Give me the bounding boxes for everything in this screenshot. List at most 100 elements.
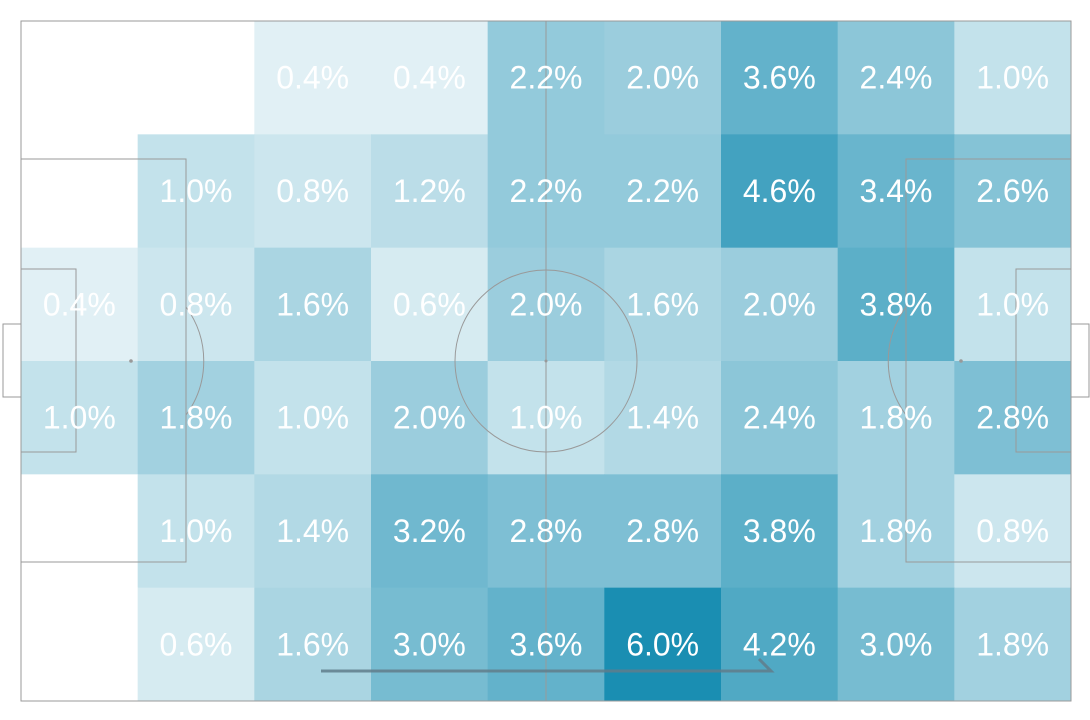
heatmap-cell-label: 1.6%: [626, 286, 699, 322]
heatmap-cell: [371, 361, 489, 475]
heatmap-cell-label: 2.0%: [743, 286, 816, 322]
heatmap-cell-label: 1.4%: [276, 513, 349, 549]
heatmap-cell: [21, 247, 139, 362]
heatmap-cell: [371, 587, 489, 702]
heatmap-cell-label: 2.8%: [510, 513, 583, 549]
heatmap-cell: [371, 21, 489, 135]
heatmap-cell-label: 1.8%: [860, 513, 933, 549]
right-penalty-spot: [959, 359, 963, 363]
heatmap-cell: [954, 21, 1072, 135]
heatmap-cell: [604, 361, 722, 475]
heatmap-cell-label: 1.0%: [976, 286, 1049, 322]
heatmap-cell: [954, 587, 1072, 702]
heatmap-cell-label: 2.0%: [626, 60, 699, 96]
heatmap-cell: [837, 587, 955, 702]
heatmap-cell: [837, 21, 955, 135]
heatmap-cell-label: 0.8%: [976, 513, 1049, 549]
heatmap-cell-label: 1.2%: [393, 173, 466, 209]
heatmap-cell-label: 1.0%: [276, 400, 349, 436]
left-goal: [2, 323, 22, 398]
heatmap-cell-label: 1.8%: [160, 400, 233, 436]
heatmap-cell: [721, 21, 839, 135]
heatmap-cell: [954, 361, 1072, 475]
heatmap-cell: [604, 587, 722, 702]
attack-direction-arrow: [321, 657, 775, 673]
heatmap-cell: [371, 474, 489, 589]
heatmap-cell-label: 0.4%: [393, 60, 466, 96]
heatmap-cell-label: 3.8%: [860, 286, 933, 322]
heatmap-cell: [254, 474, 372, 589]
heatmap-cell: [254, 361, 372, 475]
heatmap-cell-label: 2.8%: [976, 400, 1049, 436]
heatmap-cell-label: 0.6%: [160, 626, 233, 662]
heatmap-cell: [837, 134, 955, 249]
heatmap-cell: [254, 21, 372, 135]
heatmap-cell-label: 3.2%: [393, 513, 466, 549]
heatmap-cell: [954, 134, 1072, 249]
heatmap-cell-label: 1.6%: [276, 286, 349, 322]
heatmap-cell-label: 2.2%: [510, 60, 583, 96]
heatmap-labels: 0.4% 0.4% 2.2% 2.0% 3.6% 2.4% 1.0% 1.0% 0.8% 1.2%…: [43, 60, 1049, 663]
heatmap-cell-label: 2.4%: [743, 400, 816, 436]
heatmap-cell-label: 2.6%: [976, 173, 1049, 209]
heatmap-cell: [604, 21, 722, 135]
heatmap-cell-label: 3.0%: [393, 626, 466, 662]
heatmap-cell-label: 0.4%: [276, 60, 349, 96]
heatmap-cell-label: 2.2%: [626, 173, 699, 209]
heatmap-cell-label: 0.8%: [160, 286, 233, 322]
heatmap-cell: [21, 474, 139, 589]
heatmap-cell: [137, 361, 255, 475]
heatmap-cell-label: 1.0%: [976, 60, 1049, 96]
centre-circle: [454, 269, 638, 453]
heatmap-cell: [21, 361, 139, 475]
pitch-lines: [2, 20, 1090, 702]
heatmap-cell: [254, 587, 372, 702]
centre-spot: [544, 359, 548, 363]
heatmap-cell: [721, 134, 839, 249]
heatmap-cell-label: 0.4%: [43, 286, 116, 322]
heatmap-cell: [137, 474, 255, 589]
heatmap-cell-label: 1.8%: [860, 400, 933, 436]
heatmap-cell-label: 1.0%: [510, 400, 583, 436]
heatmap-cell: [721, 361, 839, 475]
heatmap-cell-label: 3.4%: [860, 173, 933, 209]
heatmap-cell: [954, 474, 1072, 589]
heatmap-cell: [137, 134, 255, 249]
heatmap-cell: [604, 134, 722, 249]
heatmap-cell: [137, 247, 255, 362]
heatmap-cell: [721, 247, 839, 362]
left-penalty-arc: [185, 306, 205, 416]
heatmap-cell-label: 3.6%: [743, 60, 816, 96]
heatmap-cell-label: 1.0%: [160, 513, 233, 549]
heatmap-cell-label: 0.8%: [276, 173, 349, 209]
heatmap-cell-label: 6.0%: [626, 626, 699, 662]
heatmap-cell-label: 1.8%: [976, 626, 1049, 662]
heatmap-cell-label: 3.0%: [860, 626, 933, 662]
right-penalty-arc: [887, 306, 907, 416]
heatmap-cell-label: 2.8%: [626, 513, 699, 549]
heatmap-cell: [254, 134, 372, 249]
heatmap-cell-label: 2.2%: [510, 173, 583, 209]
heatmap-cell: [137, 21, 255, 135]
heatmap-cell-label: 2.0%: [393, 400, 466, 436]
heatmap-cell-label: 1.4%: [626, 400, 699, 436]
heatmap-cell: [837, 361, 955, 475]
heatmap-cell: [721, 474, 839, 589]
heatmap-cell: [371, 134, 489, 249]
heatmap-cell: [721, 587, 839, 702]
heatmap-cell-label: 1.6%: [276, 626, 349, 662]
heatmap-cell-label: 1.0%: [160, 173, 233, 209]
heatmap-cell-label: 0.6%: [393, 286, 466, 322]
heatmap-cell: [604, 247, 722, 362]
heatmap-cell-label: 1.0%: [43, 400, 116, 436]
right-goal: [1070, 323, 1090, 398]
heatmap-cell: [837, 247, 955, 362]
heatmap-cell-label: 3.6%: [510, 626, 583, 662]
heatmap-cell-label: 2.0%: [510, 286, 583, 322]
heatmap-cell: [837, 474, 955, 589]
heatmap-cell: [954, 247, 1072, 362]
heatmap-cell: [21, 134, 139, 249]
heatmap-cell-label: 2.4%: [860, 60, 933, 96]
heatmap-cell: [21, 21, 139, 135]
